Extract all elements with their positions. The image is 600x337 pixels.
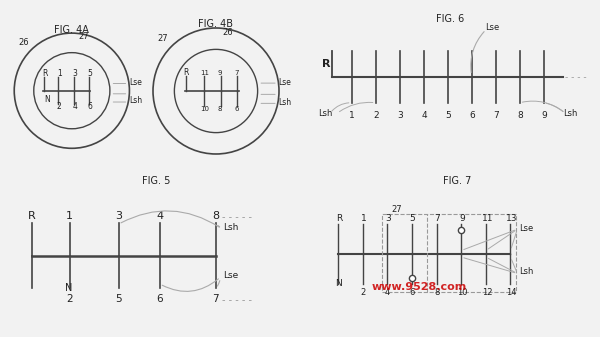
Text: FIG. 4A: FIG. 4A [55,25,89,35]
Text: 27: 27 [78,32,89,41]
Text: Lse: Lse [223,271,239,280]
Text: Lsh: Lsh [563,109,577,118]
Text: N: N [335,279,341,288]
Text: 11: 11 [200,69,209,75]
Text: 3: 3 [72,69,77,78]
Text: - - - - -: - - - - - [221,212,251,222]
Text: 4: 4 [156,211,163,221]
Text: 6: 6 [234,105,239,112]
Text: FIG. 7: FIG. 7 [443,176,471,186]
Text: 27: 27 [391,205,402,214]
Text: 9: 9 [217,69,222,75]
Text: - - - -: - - - - [565,72,587,82]
Text: 7: 7 [234,69,239,75]
Text: 4: 4 [421,111,427,120]
Text: 6: 6 [88,101,92,111]
Text: - - - - -: - - - - - [221,295,251,305]
Text: 8: 8 [434,288,440,297]
Text: Lse: Lse [129,78,142,87]
Text: 10: 10 [200,105,209,112]
Text: 6: 6 [156,294,163,304]
Text: Lse: Lse [278,78,292,87]
Text: 8: 8 [217,105,222,112]
Text: FIG. 4B: FIG. 4B [199,19,233,29]
Text: 6: 6 [410,288,415,297]
Text: 3: 3 [385,214,391,223]
Text: 4: 4 [72,101,77,111]
Text: 5: 5 [410,214,415,223]
Text: Lsh: Lsh [519,267,533,276]
Text: 9: 9 [541,111,547,120]
Text: Lsh: Lsh [278,98,292,107]
Text: R: R [42,69,47,78]
Text: 2: 2 [361,288,366,297]
Text: 4: 4 [385,288,391,297]
Text: 6: 6 [469,111,475,120]
Text: N: N [65,283,73,293]
Text: 10: 10 [457,288,467,297]
Text: 1: 1 [66,211,73,221]
Text: 5: 5 [115,294,121,304]
Text: 27: 27 [157,34,168,43]
Text: 7: 7 [212,294,219,304]
Text: 8: 8 [517,111,523,120]
Text: 12: 12 [482,288,492,297]
Text: Lsh: Lsh [223,223,239,232]
Text: 3: 3 [115,211,122,221]
Text: 7: 7 [493,111,499,120]
Text: Lsh: Lsh [318,109,332,118]
Text: 2: 2 [66,294,73,304]
Text: 11: 11 [482,214,493,223]
Text: 2: 2 [373,111,379,120]
Text: www.9528.com: www.9528.com [372,282,467,292]
Text: 13: 13 [506,214,518,223]
Text: 1: 1 [349,111,355,120]
Text: 1: 1 [361,214,366,223]
Text: 8: 8 [212,211,220,221]
Text: 26: 26 [19,38,29,48]
Text: 3: 3 [397,111,403,120]
Text: Lse: Lse [485,23,499,32]
Text: N: N [44,95,50,104]
Text: Lsh: Lsh [129,96,142,105]
Text: 9: 9 [459,214,465,223]
Text: R: R [336,214,342,223]
Text: Lse: Lse [519,223,533,233]
Text: 7: 7 [434,214,440,223]
Text: 5: 5 [88,69,92,78]
Text: R: R [184,68,189,76]
Text: FIG. 5: FIG. 5 [142,176,170,186]
Text: 1: 1 [57,69,62,78]
Text: 5: 5 [445,111,451,120]
Text: 14: 14 [506,288,517,297]
Text: FIG. 6: FIG. 6 [436,14,464,24]
Text: R: R [28,211,35,221]
Text: R: R [322,59,330,68]
Text: 26: 26 [223,28,233,37]
Text: 2: 2 [57,101,62,111]
